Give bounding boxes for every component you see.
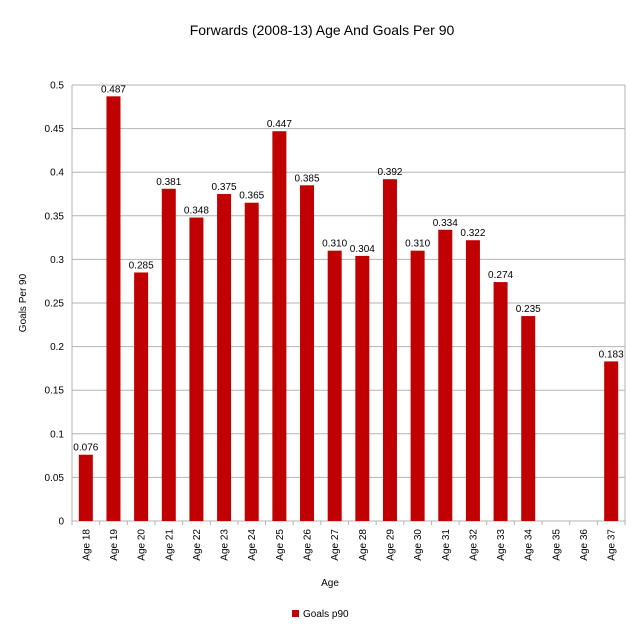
y-tick-label: 0.15 [45,386,65,397]
bar-age-29 [382,179,397,521]
bar-age-37 [604,361,619,521]
data-label: 0.447 [267,119,292,130]
data-label: 0.285 [129,260,154,271]
x-tick-label: Age 31 [441,529,452,561]
x-tick-label: Age 32 [468,529,479,561]
y-tick-label: 0.25 [45,299,65,310]
data-label: 0.375 [212,182,237,193]
data-label: 0.274 [488,270,513,281]
data-label: 0.487 [101,84,126,95]
data-label: 0.392 [377,167,402,178]
x-tick-label: Age 18 [81,529,92,561]
bars [78,96,619,522]
y-axis-tick-labels: 0 0.05 0.1 0.15 0.2 0.25 0.3 0.35 0.4 0.45 0.5 [45,81,65,528]
data-label: 0.322 [460,228,485,239]
bar-age-23 [217,194,232,521]
x-tick-label: Age 21 [164,529,175,561]
data-label: 0.076 [73,443,98,454]
y-tick-label: 0.1 [50,429,64,440]
y-tick-label: 0 [58,517,64,528]
x-tick-label: Age 33 [496,529,507,561]
x-tick-label: Age 28 [358,529,369,561]
y-tick-label: 0.45 [45,124,65,135]
legend: Goals p90 [292,609,349,620]
bar-age-20 [134,272,149,521]
data-label: 0.348 [184,206,209,217]
x-tick-label: Age 35 [551,529,562,561]
x-tick-label: Age 37 [607,529,618,561]
data-label: 0.304 [350,244,375,255]
x-tick-label: Age 20 [137,529,148,561]
bar-age-27 [327,250,342,521]
y-axis-title: Goals Per 90 [18,273,29,332]
bar-age-24 [244,202,259,521]
data-label: 0.334 [433,218,458,229]
bar-age-22 [189,217,204,521]
y-tick-label: 0.2 [50,342,64,353]
y-tick-label: 0.4 [50,168,64,179]
data-label: 0.365 [239,191,264,202]
x-tick-label: Age 26 [303,529,314,561]
x-axis-title: Age [321,578,339,589]
data-label: 0.310 [322,239,347,250]
data-label: 0.385 [295,173,320,184]
x-axis-tick-labels: Age 18 Age 19 Age 20 Age 21 Age 22 Age 23 Age … [81,529,617,561]
bar-age-18 [78,454,93,521]
bar-age-33 [493,282,508,521]
bar-age-25 [272,131,287,521]
y-tick-label: 0.5 [50,81,64,92]
bar-age-31 [438,229,453,521]
gridlines [71,84,626,525]
x-tick-label: Age 30 [413,529,424,561]
x-tick-label: Age 24 [247,529,258,561]
chart-title: Forwards (2008-13) Age And Goals Per 90 [190,22,455,38]
data-label: 0.310 [405,239,430,250]
data-label: 0.235 [516,304,541,315]
bar-age-32 [465,240,480,521]
y-tick-label: 0.3 [50,255,64,266]
x-tick-label: Age 25 [275,529,286,561]
legend-swatch [292,610,299,617]
bar-age-21 [161,188,176,521]
bar-age-19 [106,96,121,521]
x-tick-label: Age 22 [192,529,203,561]
x-tick-label: Age 29 [385,529,396,561]
x-tick-label: Age 34 [524,529,535,561]
x-tick-label: Age 27 [330,529,341,561]
x-tick-label: Age 19 [109,529,120,561]
y-tick-label: 0.05 [45,473,65,484]
x-tick-label: Age 36 [579,529,590,561]
bar-age-28 [355,255,370,522]
legend-label: Goals p90 [303,609,349,620]
bar-age-26 [300,185,315,521]
bar-age-30 [410,250,425,521]
data-label: 0.381 [156,177,181,188]
y-tick-label: 0.35 [45,211,65,222]
x-tick-label: Age 23 [220,529,231,561]
data-label: 0.183 [599,349,624,360]
bar-age-34 [521,316,536,521]
